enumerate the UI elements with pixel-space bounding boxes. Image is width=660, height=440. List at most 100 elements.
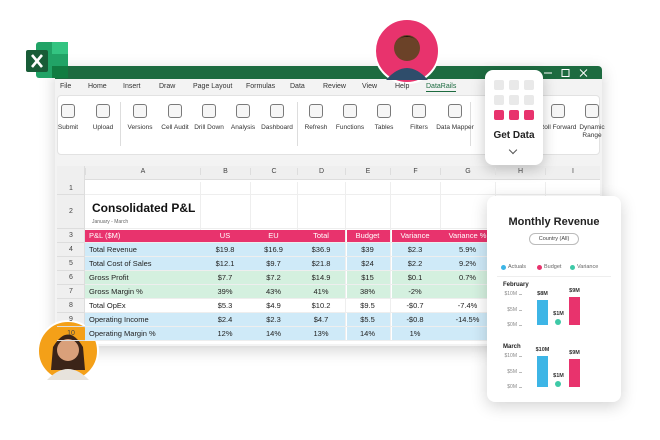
ribbon-button-label[interactable]: Filters [410, 124, 428, 131]
row-line [85, 326, 600, 327]
cell: Gross Margin % [89, 287, 143, 296]
header-cell: Variance % [448, 231, 487, 240]
ribbon-icon[interactable] [448, 104, 462, 118]
logo-cell [52, 42, 68, 54]
row-band [347, 271, 390, 284]
get-data-tile [509, 95, 519, 105]
cell: $16.9 [264, 245, 283, 254]
cell: -14.5% [455, 315, 480, 324]
cell: 13% [313, 329, 329, 338]
ribbon-button-label[interactable]: Dashboard [261, 124, 293, 131]
cell: 41% [313, 287, 329, 296]
column-header: A [85, 168, 200, 175]
ribbon-icon[interactable] [133, 104, 147, 118]
legend-label: Variance [577, 264, 599, 270]
ribbon-button-label[interactable]: Submit [57, 124, 79, 131]
cell: $10.2 [311, 301, 331, 310]
cell: -$0.7 [406, 301, 424, 310]
row-number: 10 [57, 327, 85, 341]
row-band [85, 257, 345, 270]
column-line [390, 182, 391, 341]
ribbon-button-label[interactable]: Roll Forward [539, 124, 577, 131]
ribbon-button-label[interactable]: Functions [335, 124, 365, 131]
ribbon-button-label[interactable]: Data Mapper [436, 124, 474, 131]
ribbon-button-label[interactable]: Tables [374, 124, 394, 131]
ribbon-tab[interactable]: Help [395, 83, 410, 90]
row-number: 4 [57, 243, 85, 257]
ribbon-button-label[interactable]: Versions [127, 124, 153, 131]
y-tick-label: $0M [507, 384, 517, 390]
y-tick-label: $5M [507, 306, 517, 313]
cell: Total Cost of Sales [89, 259, 152, 268]
cell: -2% [408, 287, 422, 296]
ribbon-icon[interactable] [202, 104, 216, 118]
row-band [392, 285, 495, 298]
ribbon-icon[interactable] [551, 104, 565, 118]
ribbon-button-label[interactable]: Upload [92, 124, 114, 131]
ribbon-button-label[interactable]: Analysis [230, 124, 256, 131]
ribbon-icon[interactable] [412, 104, 426, 118]
ribbon-separator [470, 102, 471, 146]
ribbon-tab[interactable]: Data [290, 83, 305, 90]
filter-pill[interactable]: Country (All) [529, 233, 579, 245]
row-band [347, 313, 390, 326]
ribbon-icon[interactable] [585, 104, 599, 118]
panel-month: March [503, 344, 521, 350]
logo-cell [52, 66, 68, 78]
y-tick-label: $5M [507, 368, 517, 375]
column-header: I [545, 168, 600, 175]
header-band [392, 230, 495, 242]
legend-dot [537, 265, 542, 270]
row-line [85, 194, 600, 195]
header-cell: EU [268, 231, 279, 240]
row-number: 9 [57, 313, 85, 327]
ribbon-icon[interactable] [343, 104, 357, 118]
cell: $9.7 [266, 259, 281, 268]
ribbon-icon[interactable] [96, 104, 110, 118]
get-data-tile [524, 110, 534, 120]
ribbon-icon[interactable] [309, 104, 323, 118]
row-number: 2 [57, 195, 85, 229]
ribbon-tab[interactable]: Page Layout [193, 83, 233, 90]
row-band [392, 327, 495, 340]
ribbon-icon[interactable] [168, 104, 182, 118]
get-data-card[interactable]: Get Data [485, 70, 543, 165]
bar [537, 356, 548, 387]
ribbon-tab[interactable]: Draw [159, 83, 176, 90]
cell: $0.1 [407, 273, 423, 282]
header-cell: Total [313, 231, 329, 240]
legend-divider [497, 276, 611, 277]
ribbon-icon[interactable] [270, 104, 284, 118]
ribbon-icon[interactable] [236, 104, 250, 118]
cell: 38% [359, 287, 375, 296]
cell: 43% [265, 287, 281, 296]
ribbon-tab[interactable]: Home [88, 83, 107, 90]
cell: $2.2 [407, 259, 423, 268]
cell: Operating Income [89, 315, 149, 324]
ribbon-tab[interactable]: DataRails [426, 83, 457, 92]
avatar-top [374, 18, 440, 84]
ribbon-icon[interactable] [61, 104, 75, 118]
avatar-face [394, 35, 420, 61]
value-label: $10M [535, 347, 550, 353]
row-band [85, 313, 345, 326]
ribbon-button-label[interactable]: Refresh [304, 124, 328, 131]
legend-label: Actuals [508, 264, 527, 270]
ribbon-button-label[interactable]: Drill Down [194, 124, 224, 131]
ribbon-tab[interactable]: File [60, 83, 72, 90]
variance-dot [555, 318, 561, 325]
ribbon-button-label[interactable]: Dynamic Range [579, 124, 605, 139]
cell: 14% [265, 329, 281, 338]
get-data-label: Get Data [493, 130, 535, 141]
header-cell: P&L ($M) [89, 231, 121, 240]
ribbon-tab[interactable]: Review [323, 83, 346, 90]
ribbon-tab[interactable]: View [362, 83, 378, 90]
ribbon-tab[interactable]: Insert [123, 83, 141, 90]
cell: $7.7 [217, 273, 233, 282]
window-controls [544, 69, 588, 77]
ribbon-icon[interactable] [377, 104, 391, 118]
row-band [392, 243, 495, 256]
ribbon-tab[interactable]: Formulas [246, 83, 276, 90]
ribbon-button-label[interactable]: Cell Audit [161, 124, 189, 131]
cell: $2.3 [266, 315, 281, 324]
